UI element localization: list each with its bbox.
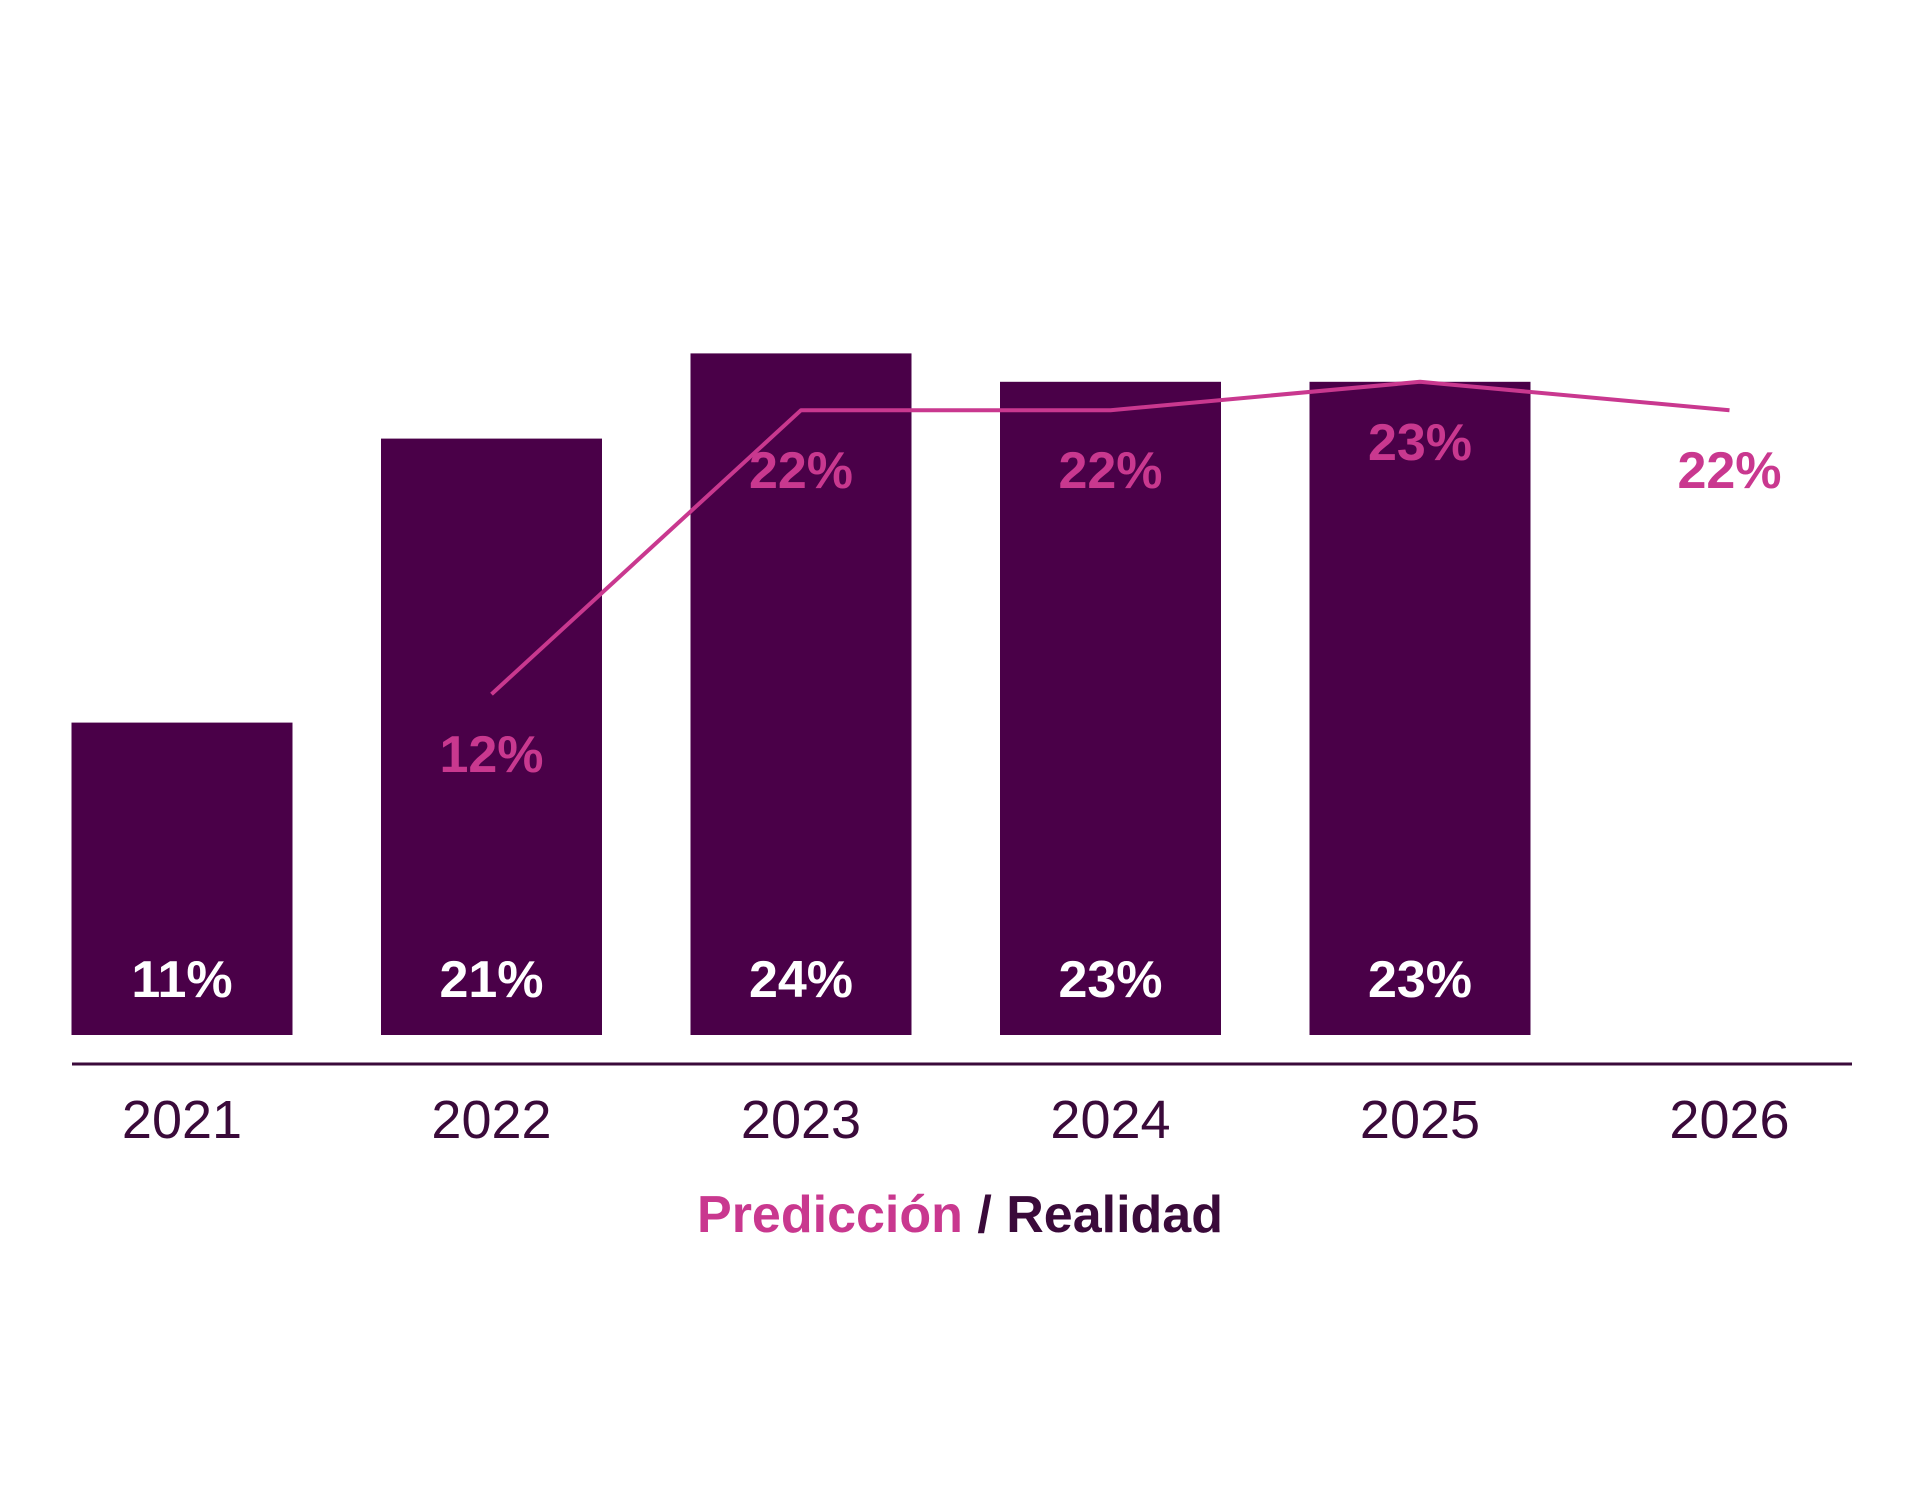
line-label-2025: 23% [1368,414,1472,472]
line-label-2024: 22% [1058,442,1162,500]
bar-label-2023: 24% [749,951,853,1009]
year-label-2025: 2025 [1360,1090,1480,1150]
year-label-2022: 2022 [431,1090,551,1150]
bar-label-2022: 21% [439,951,543,1009]
bar-label-2025: 23% [1368,951,1472,1009]
legend-reality: Realidad [1006,1186,1223,1244]
legend: Predicción / Realidad [697,1186,1223,1244]
year-label-2023: 2023 [741,1090,861,1150]
year-label-2021: 2021 [122,1090,242,1150]
line-label-2023: 22% [749,442,853,500]
bar-2023 [690,353,912,1035]
line-label-2026: 22% [1677,442,1781,500]
bar-2022 [381,438,602,1036]
bar-label-2024: 23% [1058,951,1162,1009]
prediction-line [490,379,1730,696]
year-label-2024: 2024 [1050,1090,1170,1150]
bar-2024 [1000,381,1221,1035]
bar-label-2021: 11% [131,951,232,1009]
bar-2025 [1309,381,1531,1035]
legend-separator: / [963,1186,1006,1244]
line-label-2022: 12% [439,726,543,784]
legend-prediction: Predicción [697,1186,963,1244]
bar-2021 [71,722,293,1035]
year-label-2026: 2026 [1669,1090,1789,1150]
